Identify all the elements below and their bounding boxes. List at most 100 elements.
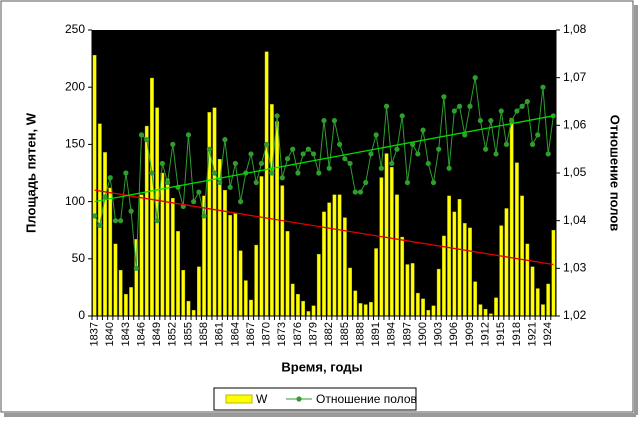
line-marker: [305, 146, 311, 152]
line-marker: [451, 108, 457, 114]
line-marker: [456, 103, 463, 109]
y-tick-label: 0: [78, 308, 85, 322]
legend-swatch: [225, 394, 253, 404]
line-marker: [368, 151, 374, 157]
bar: [129, 287, 133, 317]
line-marker: [211, 170, 218, 176]
bar: [264, 51, 269, 317]
bar: [525, 243, 530, 317]
x-tick-label: 1918: [511, 322, 523, 346]
bar: [176, 231, 180, 317]
x-tick-label: 1888: [354, 322, 366, 346]
line-marker: [217, 179, 223, 186]
bar: [113, 243, 118, 317]
bar: [92, 54, 97, 317]
bar: [197, 266, 201, 317]
line-marker: [316, 170, 322, 176]
line-marker: [196, 189, 202, 195]
y2-tick-label: 1,03: [563, 261, 587, 275]
bar: [327, 202, 332, 317]
bar: [353, 290, 358, 317]
line-marker: [550, 113, 556, 119]
bar: [108, 187, 113, 317]
bar: [515, 162, 519, 317]
bar: [447, 195, 451, 317]
line-marker: [425, 160, 431, 167]
bar: [150, 77, 154, 317]
line-marker: [326, 165, 332, 171]
x-tick-label: 1891: [370, 322, 382, 346]
bar: [332, 194, 337, 317]
line-marker: [483, 146, 489, 152]
bar: [181, 270, 186, 317]
line-marker: [107, 175, 113, 181]
line-marker: [253, 179, 259, 186]
line-marker: [258, 160, 265, 167]
x-tick-label: 1849: [151, 322, 163, 346]
bar: [509, 117, 514, 317]
line-marker: [264, 141, 270, 147]
bar: [342, 217, 347, 317]
line-marker: [415, 151, 421, 157]
y2-tick-label: 1,07: [563, 70, 587, 84]
bar: [301, 300, 306, 317]
line-marker: [488, 117, 494, 124]
bar: [337, 194, 342, 317]
line-marker: [102, 194, 108, 200]
line-marker: [373, 132, 379, 138]
line-marker: [436, 146, 442, 152]
line-marker: [331, 117, 338, 124]
line-marker: [477, 117, 484, 124]
line-marker: [529, 141, 536, 147]
bar: [494, 297, 498, 317]
line-marker: [519, 103, 525, 109]
x-tick-label: 1897: [401, 322, 413, 346]
bar: [421, 298, 425, 317]
bar: [103, 152, 107, 317]
y-tick-label: 50: [72, 251, 86, 265]
line-marker: [118, 218, 124, 224]
bar: [462, 223, 467, 317]
bar: [259, 176, 264, 317]
line-marker: [112, 218, 119, 224]
y2-tick-label: 1,06: [563, 118, 587, 132]
line-marker: [337, 141, 343, 147]
bar: [457, 199, 462, 317]
x-tick-label: 1915: [495, 322, 507, 346]
bar: [170, 197, 175, 317]
x-tick-label: 1900: [417, 322, 429, 346]
line-marker: [389, 160, 395, 167]
x-tick-label: 1921: [526, 322, 538, 346]
bar: [499, 225, 504, 317]
bar: [452, 211, 457, 317]
trend-line: [94, 189, 554, 266]
line-marker: [535, 132, 541, 138]
legend-swatch: [296, 396, 302, 402]
x-tick-label: 1894: [386, 322, 398, 346]
x-tick-label: 1912: [480, 322, 492, 346]
line-marker: [138, 132, 145, 138]
line-marker: [279, 175, 285, 181]
x-tick-label: 1909: [464, 322, 476, 346]
line-marker: [201, 213, 207, 219]
bar: [405, 264, 410, 317]
x-tick-label: 1903: [433, 322, 445, 346]
x-tick-label: 1873: [276, 322, 288, 346]
line-marker: [191, 199, 197, 205]
bar: [389, 167, 394, 317]
x-tick-label: 1840: [104, 322, 116, 346]
line-marker: [446, 165, 452, 171]
bar: [384, 153, 389, 317]
line-marker: [159, 160, 165, 167]
line-marker: [441, 94, 447, 100]
bar: [254, 244, 259, 317]
y-tick-label: 200: [65, 79, 85, 93]
y2-tick-label: 1,08: [563, 22, 587, 36]
line-marker: [164, 179, 171, 186]
bar: [348, 267, 352, 317]
x-tick-label: 1858: [198, 322, 210, 346]
bar: [280, 185, 285, 317]
bar: [395, 194, 399, 317]
bar: [426, 310, 431, 317]
bar: [478, 304, 483, 317]
